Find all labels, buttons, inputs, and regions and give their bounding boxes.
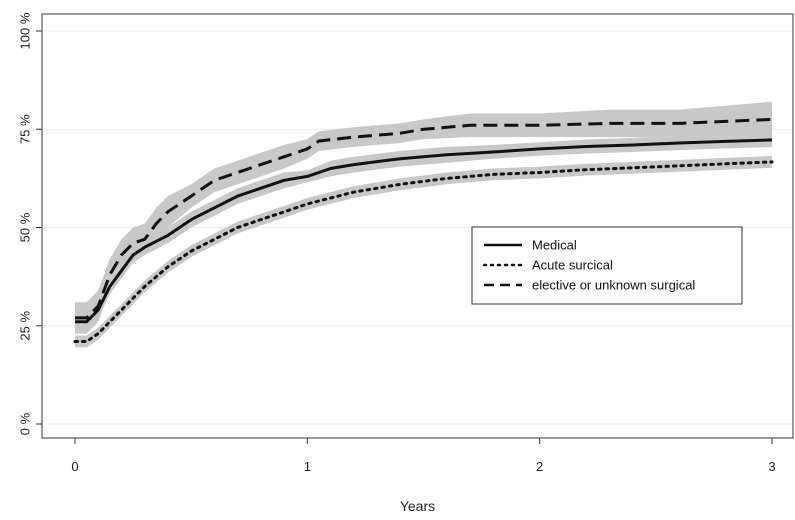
- legend: Medical Acute surcical elective or unknown…: [471, 226, 743, 305]
- legend-label-1: Acute surcical: [532, 258, 613, 273]
- y-tick-label-2: 50 %: [17, 212, 32, 242]
- series-line-2: [75, 117, 773, 320]
- band-2: [75, 101, 772, 334]
- legend-label-2: elective or unknown surgical: [532, 278, 695, 293]
- series-line-0: [75, 138, 773, 324]
- x-axis-title: Years: [400, 498, 435, 514]
- y-tick-label-3: 75 %: [17, 114, 32, 144]
- legend-label-0: Medical: [532, 238, 577, 253]
- y-tick-label-4: 100 %: [17, 12, 32, 49]
- x-tick-label-0: 0: [71, 459, 78, 474]
- confidence-bands: [75, 101, 772, 348]
- y-axis: 0 % 25 % 50 % 75 % 100 %: [17, 12, 42, 435]
- series-lines: [73, 117, 774, 343]
- x-tick-label-3: 3: [768, 459, 775, 474]
- y-tick-label-0: 0 %: [17, 412, 32, 435]
- y-tick-label-1: 25 %: [17, 310, 32, 340]
- x-axis: 0 1 2 3: [71, 438, 776, 474]
- x-tick-label-2: 2: [536, 459, 543, 474]
- series-line-1: [73, 160, 774, 343]
- plot-frame: [41, 13, 794, 439]
- legend-box: [471, 226, 743, 305]
- x-tick-label-1: 1: [304, 459, 311, 474]
